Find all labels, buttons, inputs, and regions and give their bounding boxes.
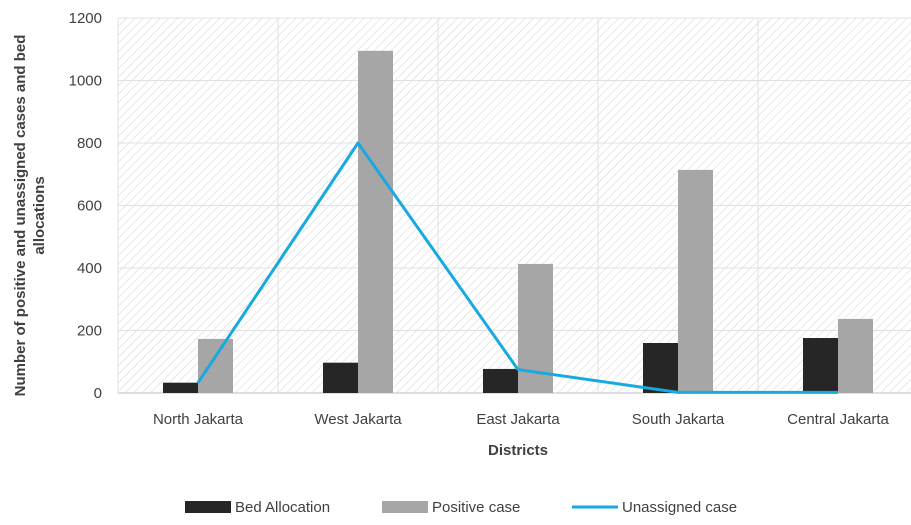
legend-label: Positive case bbox=[432, 499, 520, 516]
x-tick-label: Central Jakarta bbox=[787, 411, 889, 428]
y-axis-title: Number of positive and unassigned cases … bbox=[12, 35, 48, 397]
y-tick-label: 200 bbox=[77, 323, 102, 340]
bar-positive-case bbox=[198, 338, 233, 393]
bars bbox=[163, 50, 873, 393]
bar-positive-case bbox=[678, 169, 713, 393]
bar-positive-case bbox=[838, 318, 873, 393]
bar-bed-allocation bbox=[803, 338, 838, 393]
legend: Bed Allocation Positive case Unassigned ca… bbox=[185, 499, 737, 516]
y-tick-label: 1200 bbox=[69, 10, 102, 27]
y-axis-title-line: allocations bbox=[31, 176, 48, 254]
legend-swatch bbox=[185, 501, 231, 513]
x-axis-title: Districts bbox=[488, 442, 548, 459]
bar-bed-allocation bbox=[323, 362, 358, 393]
line-unassigned-case bbox=[196, 141, 838, 394]
y-axis-title-line: Number of positive and unassigned cases … bbox=[12, 35, 29, 397]
y-tick-label: 400 bbox=[77, 260, 102, 277]
bar-bed-allocation bbox=[483, 368, 518, 393]
legend-label: Bed Allocation bbox=[235, 499, 330, 516]
y-tick-labels: 0 200 400 600 800 1000 1200 bbox=[69, 10, 102, 402]
x-tick-label: South Jakarta bbox=[632, 411, 725, 428]
y-tick-label: 1000 bbox=[69, 73, 102, 90]
y-tick-label: 600 bbox=[77, 198, 102, 215]
legend-swatch bbox=[382, 501, 428, 513]
x-tick-labels: North Jakarta West Jakarta East Jakarta Sou… bbox=[153, 411, 890, 428]
x-tick-label: East Jakarta bbox=[476, 411, 560, 428]
y-tick-label: 0 bbox=[94, 385, 102, 402]
x-tick-label: North Jakarta bbox=[153, 411, 244, 428]
line-series bbox=[196, 141, 838, 394]
x-tick-label: West Jakarta bbox=[314, 411, 402, 428]
y-tick-label: 800 bbox=[77, 135, 102, 152]
legend-label: Unassigned case bbox=[622, 499, 737, 516]
bar-bed-allocation bbox=[163, 382, 198, 393]
bar-positive-case bbox=[358, 50, 393, 393]
bar-bed-allocation bbox=[643, 343, 678, 393]
